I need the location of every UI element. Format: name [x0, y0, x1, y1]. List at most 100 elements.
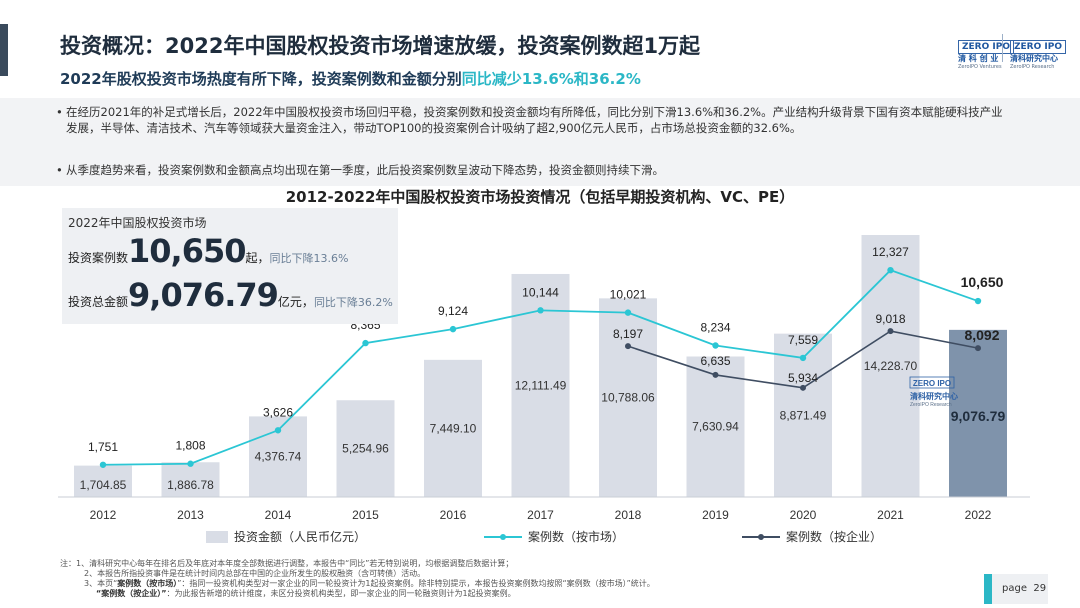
- market-point-2021: [887, 266, 894, 274]
- bullet-text: 从季度趋势来看，投资案例数和金额高点均出现在第一季度，此后投资案例数呈波动下降态…: [66, 163, 664, 177]
- bar-value-label: 4,376.74: [255, 450, 302, 464]
- x-tick-label: 2012: [90, 508, 117, 522]
- footnote-4-bold: “案例数（按企业）”: [96, 589, 167, 598]
- stat-cases: 投资案例数10,650起，同比下降13.6%: [68, 232, 348, 270]
- market-value-label: 1,751: [88, 440, 118, 454]
- legend-label-market: 案例数（按市场）: [528, 529, 624, 544]
- market-value-label: 7,559: [788, 333, 818, 347]
- logo-mark: ZERO IPO: [1010, 40, 1066, 54]
- bar-2012: [74, 465, 132, 497]
- bar-2016: [424, 359, 482, 497]
- bar-value-label: 7,630.94: [692, 420, 739, 434]
- bar-value-label: 10,788.06: [601, 391, 655, 405]
- x-tick-label: 2016: [440, 508, 467, 522]
- footnote-3-rest: ”：指同一投资机构类型对一家企业的同一轮投资计为1起投资案例。除非特别提示，本报…: [177, 579, 655, 588]
- page-title: 投资概况：2022年中国股权投资市场增速放缓，投资案例数超1万起: [60, 34, 701, 58]
- logo-mark: ZERO IPO: [958, 40, 1014, 54]
- footnote-4: “案例数（按企业）”：为此报告新增的统计维度，未区分投资机构类型，即一家企业的同…: [96, 589, 516, 599]
- x-tick-label: 2022: [965, 508, 992, 522]
- subtitle-highlight: 同比减少13.6%和36.2%: [461, 70, 641, 88]
- bar-2019: [686, 356, 745, 497]
- enterprise-point-2019: [712, 371, 719, 378]
- subtitle-main: 2022年股权投资市场热度有所下降，投资案例数和金额分别: [60, 70, 462, 88]
- footnote-3: 3、本页“案例数（按市场）”：指同一投资机构类型对一家企业的同一轮投资计为1起投…: [84, 579, 655, 589]
- x-tick-label: 2013: [177, 508, 204, 522]
- logo-name: 清 科 创 业: [958, 54, 999, 63]
- bar-2018: [599, 298, 657, 497]
- enterprise-point-2022: [975, 345, 981, 352]
- market-value-label: 8,234: [700, 320, 730, 334]
- market-point-2018: [624, 309, 632, 316]
- enterprise-point-2020: [800, 384, 806, 391]
- market-value-label: 9,124: [438, 304, 468, 318]
- legend-label-enterprise: 案例数（按企业）: [786, 529, 882, 544]
- market-point-2015: [362, 339, 369, 347]
- market-value-label: 1,808: [175, 439, 205, 453]
- bullet-text: 在经历2021年的补足式增长后，2022年中国股权投资市场回归平稳，投资案例数和…: [66, 105, 1003, 135]
- x-tick-label: 2014: [265, 508, 292, 522]
- market-point-2014: [274, 427, 282, 434]
- bar-value-label: 12,111.49: [515, 378, 567, 392]
- market-point-2013: [187, 460, 194, 467]
- legend-label-bar: 投资金额（人民币亿元）: [234, 529, 366, 544]
- legend-marker-enterprise: [758, 534, 764, 540]
- watermark-mark: ZERO IPO: [913, 379, 951, 388]
- page-label: page: [1002, 583, 1027, 594]
- page-number-value: 29: [1033, 583, 1047, 594]
- bar-value-label: 9,076.79: [951, 408, 1006, 424]
- watermark-en: ZeroIPO Research: [910, 402, 952, 408]
- amount-unit: 亿元，: [277, 295, 314, 309]
- accent-bar: [0, 24, 8, 76]
- page-tag-accent: [984, 574, 992, 604]
- page-number: page 29: [1002, 583, 1046, 594]
- watermark-box: [909, 376, 955, 389]
- market-point-2012: [99, 461, 107, 468]
- x-tick-label: 2019: [702, 508, 729, 522]
- legend-marker-market: [500, 534, 506, 540]
- stat-box: 2022年中国股权投资市场 投资案例数10,650起，同比下降13.6% 投资总…: [62, 208, 398, 324]
- bar-value-label: 14,228.70: [864, 359, 918, 373]
- watermark-name: 清科研究中心: [910, 391, 958, 401]
- stat-heading: 2022年中国股权投资市场: [68, 216, 207, 230]
- cases-value: 10,650: [128, 232, 246, 270]
- market-value-label: 10,021: [610, 288, 647, 302]
- market-value-label: 10,144: [522, 285, 559, 299]
- logo-name: 清科研究中心: [1010, 54, 1058, 63]
- enterprise-point-2021: [887, 328, 894, 335]
- amount-yoy: 同比下降36.2%: [313, 296, 393, 309]
- logo-divider: [1002, 34, 1003, 62]
- market-point-2016: [449, 325, 457, 333]
- footnote-3-prefix: 3、本页“: [84, 579, 118, 588]
- bar-value-label: 1,886.78: [167, 478, 214, 492]
- bar-2021: [861, 235, 920, 497]
- bullet-item: • 从季度趋势来看，投资案例数和金额高点均出现在第一季度，此后投资案例数呈波动下降…: [56, 163, 664, 177]
- amount-label: 投资总金额: [68, 295, 129, 309]
- enterprise-value-label: 8,197: [613, 327, 643, 341]
- bar-value-label: 1,704.85: [80, 478, 127, 492]
- enterprise-value-label: 5,934: [788, 371, 818, 385]
- x-tick-label: 2020: [790, 508, 817, 522]
- bar-value-label: 8,871.49: [780, 408, 827, 422]
- logo-en: ZeroIPO Ventures: [958, 64, 1002, 70]
- chart-title: 2012-2022年中国股权投资市场投资情况（包括早期投资机构、VC、PE）: [285, 188, 795, 206]
- market-value-label: 3,626: [263, 405, 293, 419]
- bar-value-label: 7,449.10: [430, 421, 477, 435]
- page-subtitle: 2022年股权投资市场热度有所下降，投资案例数和金额分别同比减少13.6%和36…: [60, 68, 641, 89]
- footnote-2: 2、本报告所指投资事件是在统计时间内总部在中国的企业所发生的股权融资（含可转债）…: [84, 569, 426, 578]
- market-value-label: 12,327: [872, 245, 909, 259]
- enterprise-value-label: 9,018: [875, 312, 905, 326]
- footnote-4-rest: ：为此报告新增的统计维度，未区分投资机构类型，即一家企业的同一轮融资则计为1起投…: [166, 589, 516, 598]
- bar-value-label: 5,254.96: [342, 442, 389, 456]
- logo-en: ZeroIPO Research: [1010, 64, 1055, 70]
- legend-swatch-bar: [206, 531, 228, 543]
- market-point-2019: [712, 342, 719, 349]
- bullet-item: • 在经历2021年的补足式增长后，2022年中国股权投资市场回归平稳，投资案例数…: [56, 105, 1003, 135]
- footnote-1: 注：1、清科研究中心每年在排名后及年底对本年度全部数据进行调整，本报告中“同比”…: [60, 559, 514, 568]
- summary-bullets: • 在经历2021年的补足式增长后，2022年中国股权投资市场回归平稳，投资案例数…: [0, 98, 1080, 186]
- amount-value: 9,076.79: [128, 276, 279, 314]
- market-point-2022: [974, 297, 982, 305]
- footnote-3-bold: 案例数（按市场）: [117, 579, 178, 588]
- zeroipo-research-logo: ZERO IPO 清科研究中心 ZeroIPO Research: [1010, 34, 1066, 70]
- x-tick-label: 2021: [877, 508, 904, 522]
